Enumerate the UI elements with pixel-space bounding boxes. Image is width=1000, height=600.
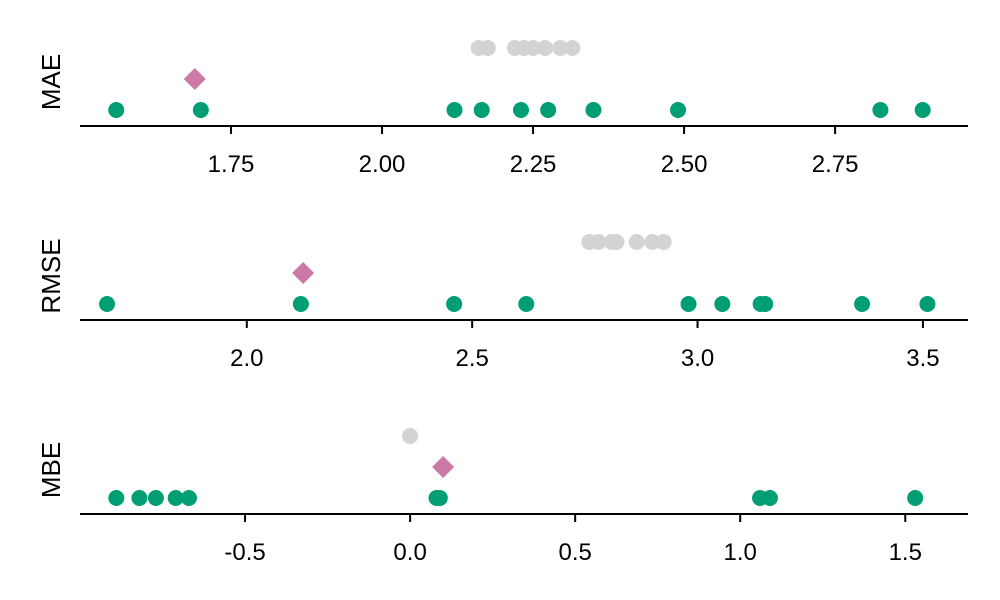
x-tick-label: 2.75 (812, 151, 859, 178)
data-point (446, 102, 463, 118)
data-point (914, 102, 931, 118)
data-point (585, 102, 602, 118)
x-tick-label: 0.0 (393, 539, 426, 566)
data-point (564, 40, 581, 56)
y-axis-label: RMSE (36, 238, 66, 313)
x-tick-label: 1.0 (724, 539, 757, 566)
data-point (608, 234, 625, 250)
x-tick-label: 2.50 (661, 151, 708, 178)
data-point (872, 102, 889, 118)
x-tick-label: 1.5 (889, 539, 922, 566)
x-tick-label: 3.0 (681, 345, 714, 372)
data-point (512, 102, 529, 118)
data-point-diamond (432, 456, 455, 478)
x-tick-label: 2.5 (455, 345, 488, 372)
y-axis-label: MBE (36, 442, 66, 498)
data-point (537, 40, 554, 56)
data-point (402, 428, 419, 444)
data-point (854, 296, 871, 312)
y-axis-label: MAE (36, 54, 66, 110)
data-point (131, 490, 148, 506)
data-point (761, 490, 778, 506)
data-point (473, 102, 490, 118)
data-point (552, 40, 569, 56)
data-point (525, 40, 542, 56)
panel-mbe: -0.5 0.0 0.5 1.0 1.5 MBE (36, 428, 968, 566)
data-point (714, 296, 731, 312)
data-point (147, 490, 164, 506)
data-point (446, 296, 463, 312)
data-point (907, 490, 924, 506)
data-point-diamond (292, 262, 315, 284)
data-point (108, 490, 125, 506)
data-point (670, 102, 687, 118)
data-point (590, 234, 607, 250)
data-point (919, 296, 936, 312)
x-tick-label: 0.5 (558, 539, 591, 566)
x-tick-label: 2.25 (510, 151, 557, 178)
panel-mae: 1.75 2.00 2.25 2.50 2.75 MAE (36, 40, 968, 178)
data-point (180, 490, 197, 506)
x-tick-label: 2.0 (230, 345, 263, 372)
data-point (655, 234, 672, 250)
data-point (757, 296, 774, 312)
data-point (479, 40, 496, 56)
data-point (518, 296, 535, 312)
data-point (644, 234, 661, 250)
x-tick-label: 2.00 (359, 151, 406, 178)
x-tick-label: 1.75 (208, 151, 255, 178)
data-point (108, 102, 125, 118)
data-point (292, 296, 309, 312)
data-point (431, 490, 448, 506)
data-point (628, 234, 645, 250)
x-tick-label: 3.5 (906, 345, 939, 372)
x-tick-label: -0.5 (224, 539, 265, 566)
data-point (167, 490, 184, 506)
data-point (99, 296, 116, 312)
data-point (192, 102, 209, 118)
data-point (540, 102, 557, 118)
data-point-diamond (183, 68, 206, 90)
data-point (680, 296, 697, 312)
panel-rmse: 2.0 2.5 3.0 3.5 RMSE (36, 234, 968, 372)
